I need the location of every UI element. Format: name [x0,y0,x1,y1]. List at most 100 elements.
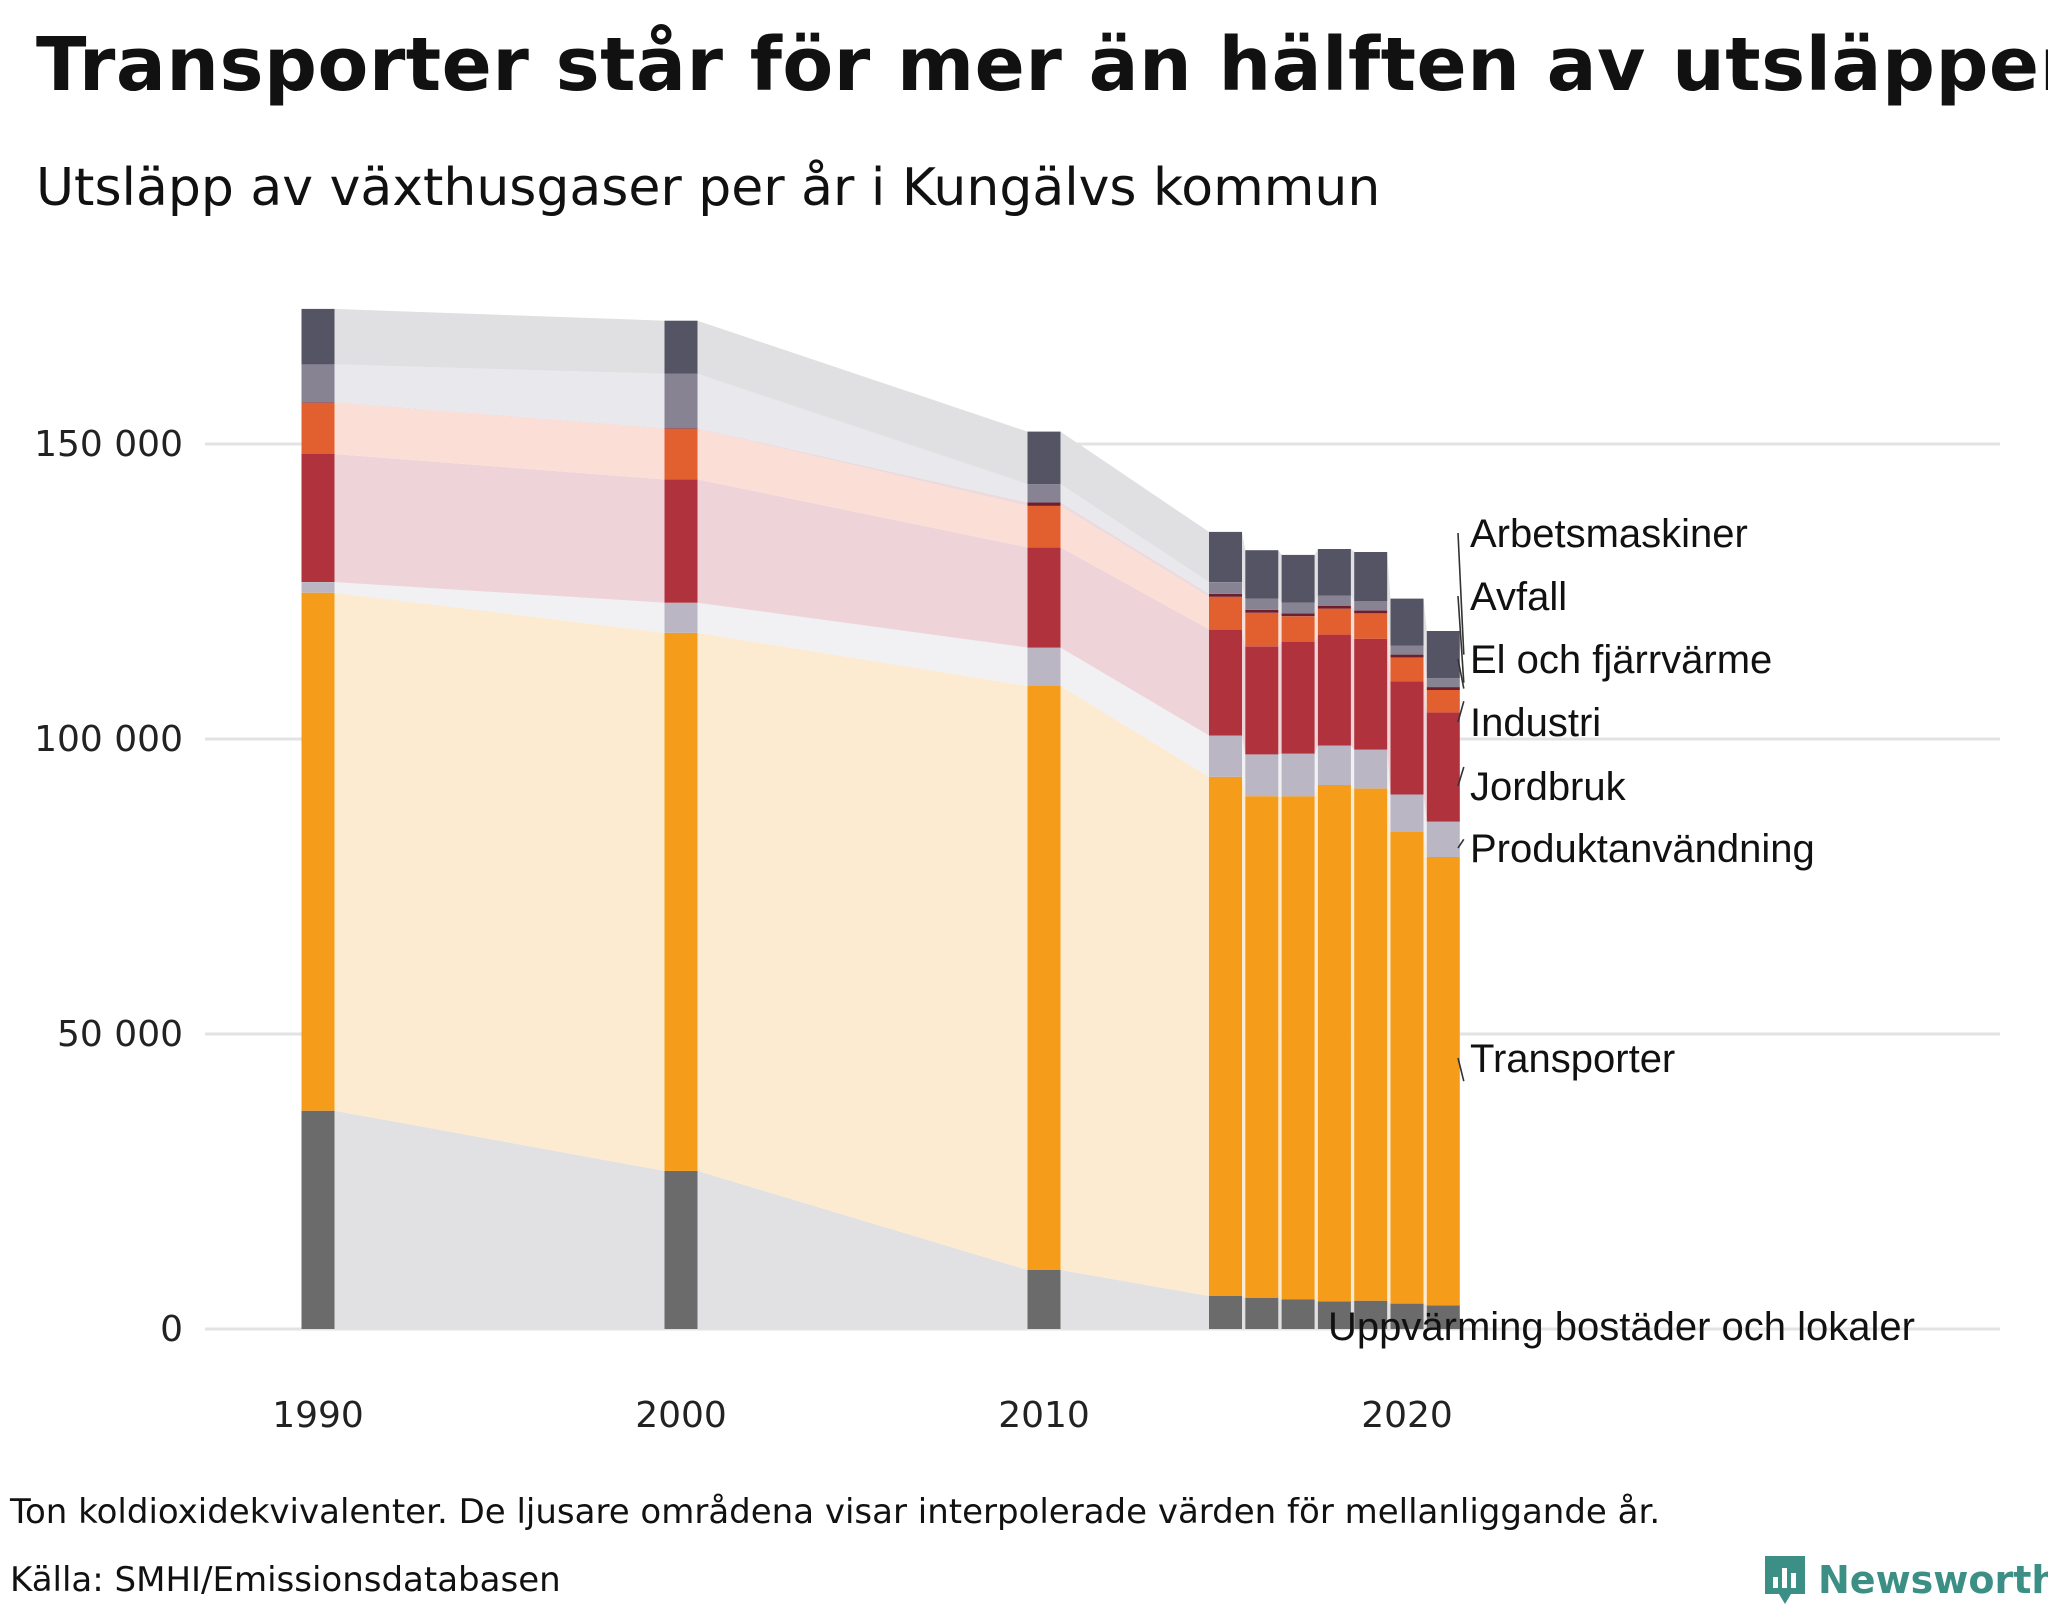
bar-2018-series-1 [1317,785,1351,1302]
band-2019-4 [1387,613,1391,682]
bar-2019-series-1 [1354,788,1388,1301]
band-2017-6 [1314,595,1318,614]
series-label-0: Uppvärming bostäder och lokaler [1328,1305,1915,1349]
band-2000-5 [697,428,1028,506]
band-2018-6 [1350,595,1355,611]
bar-2019-series-4 [1354,613,1388,639]
bar-2015-series-1 [1209,776,1242,1296]
series-label-1: Transporter [1470,1037,1675,1081]
band-2017-3 [1314,634,1318,754]
x-tick-label-3: 2020 [1361,1395,1453,1436]
band-2018-5 [1350,605,1355,614]
band-1990-2 [334,582,665,633]
series-label-5: El och fjärrvärme [1470,638,1772,682]
bar-2020-series-5 [1390,654,1424,658]
bar-2021-series-5 [1426,687,1460,690]
bar-2020-series-4 [1390,657,1424,682]
band-2017-5 [1314,605,1318,617]
leader-line-2 [1457,838,1465,849]
bar-1990-series-3 [301,454,335,582]
band-2015-6 [1242,582,1246,610]
leader-line-3 [1457,766,1465,787]
band-2000-4 [697,428,1028,548]
bar-2010-series-3 [1027,547,1061,648]
band-2010-2 [1060,647,1209,777]
bar-2010-series-2 [1027,647,1061,686]
bar-2021-series-3 [1426,712,1460,822]
bar-2010-series-4 [1027,506,1061,548]
series-label-7: Arbetsmaskiner [1470,512,1748,556]
bar-2021-series-7 [1426,631,1460,679]
bar-2017-series-1 [1281,796,1315,1300]
bar-2019-series-5 [1354,610,1388,614]
footnote: Ton koldioxidekvivalenter. De ljusare om… [10,1492,1661,1532]
band-2019-6 [1387,600,1391,655]
band-2020-2 [1423,794,1427,857]
source-note: Källa: SMHI/Emissionsdatabasen [10,1560,561,1600]
leader-line-5 [1457,658,1465,689]
bar-2015-series-4 [1209,596,1242,630]
x-tick-label-0: 1990 [272,1395,364,1436]
band-2000-6 [697,373,1028,503]
bar-1990-series-1 [301,592,335,1111]
band-2016-0 [1278,1297,1282,1329]
band-2000-2 [697,602,1028,686]
band-2018-4 [1350,608,1355,639]
band-2010-1 [1060,685,1209,1296]
band-2010-6 [1060,484,1209,594]
bar-2020-series-1 [1390,831,1424,1304]
series-label-3: Jordbruk [1470,765,1627,809]
bar-2021-series-0 [1426,1305,1460,1329]
series-label-6: Avfall [1470,575,1567,619]
bar-2017-series-5 [1281,613,1315,617]
band-2015-5 [1242,593,1246,613]
band-2016-5 [1278,609,1282,617]
series-label-2: Produktanvändning [1470,827,1815,871]
band-2010-3 [1060,547,1209,736]
bar-2010-series-6 [1027,484,1061,503]
bar-2000-series-6 [664,373,698,429]
band-1990-4 [334,402,665,480]
bar-2000-series-4 [664,428,698,480]
band-2020-6 [1423,645,1427,688]
band-2015-0 [1242,1296,1246,1329]
band-2020-4 [1423,657,1427,713]
series-label-4: Industri [1470,701,1601,745]
bar-1990-series-4 [301,402,335,454]
bar-2016-series-5 [1245,609,1279,613]
band-1990-0 [334,1110,665,1329]
band-1990-3 [334,454,665,603]
bar-2015-series-7 [1209,531,1242,582]
band-2015-3 [1242,629,1246,755]
band-2020-1 [1423,831,1427,1306]
bar-2015-series-6 [1209,582,1242,594]
chart-subtitle: Utsläpp av växthusgaser per år i Kungälv… [36,158,1381,218]
band-2019-3 [1387,638,1391,795]
bar-1990-series-2 [301,582,335,593]
band-2016-3 [1278,641,1282,755]
bar-2019-series-3 [1354,638,1388,750]
band-2016-1 [1278,796,1282,1300]
x-tick-label-2: 2010 [998,1395,1090,1436]
y-tick-label-2: 100 000 [34,719,183,760]
band-2010-4 [1060,506,1209,630]
bar-2016-series-2 [1245,754,1279,797]
bar-1990-series-0 [301,1110,335,1329]
chart-title: Transporter står för mer än hälften av u… [36,22,2048,108]
bar-2010-series-1 [1027,685,1061,1270]
bar-2017-series-7 [1281,554,1315,603]
band-2010-5 [1060,502,1209,597]
bar-2018-series-5 [1317,605,1351,609]
bar-2021-series-6 [1426,678,1460,687]
band-2017-2 [1314,745,1318,797]
leader-line-7 [1457,532,1465,655]
bar-2010-series-7 [1027,431,1061,485]
band-2010-7 [1060,431,1209,583]
band-1990-5 [334,402,665,429]
band-2017-1 [1314,785,1318,1302]
band-2020-0 [1423,1303,1427,1329]
bar-2016-series-1 [1245,796,1279,1298]
bar-2021-series-1 [1426,857,1460,1306]
bar-2016-series-3 [1245,646,1279,755]
band-1990-1 [334,592,665,1171]
